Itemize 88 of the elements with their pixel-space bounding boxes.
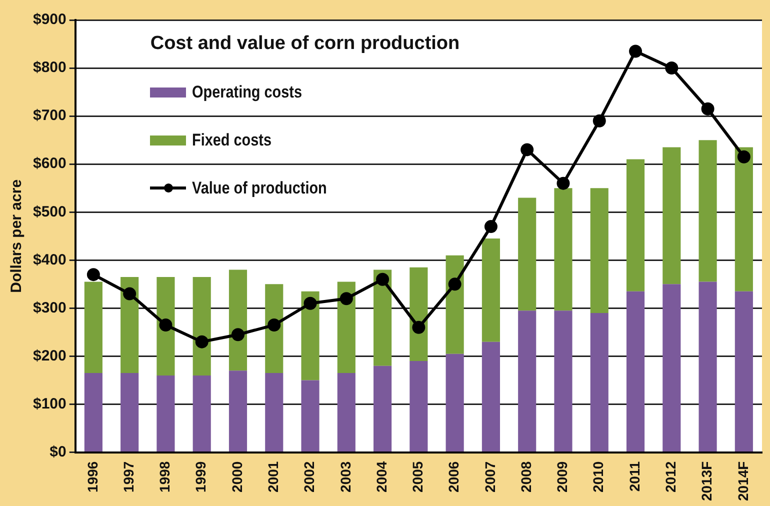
x-tick-label: 2013F [698,460,715,502]
bar [482,342,500,452]
point [484,220,498,234]
bar [156,276,175,376]
bar [228,370,248,452]
bar [374,366,392,452]
x-tick-label: 2007 [482,461,498,492]
x-tick-label: 2005 [410,461,426,492]
bar [337,373,356,452]
point [268,318,281,332]
x-tick-label: 2008 [518,461,534,492]
bar [120,276,139,374]
bar [590,188,608,314]
point [701,102,714,116]
y-tick-label: $700 [32,107,66,124]
bar [554,310,572,452]
bar [192,276,211,376]
point [520,143,534,156]
point [592,114,606,128]
bar [337,282,356,374]
point [159,318,172,332]
bar [301,291,320,380]
bar [120,373,139,452]
point [629,44,642,58]
x-tick-label: 2010 [590,461,606,492]
point [737,150,750,164]
point [195,335,208,348]
bar [265,373,284,452]
y-tick-label: $200 [32,347,66,364]
point [123,287,136,300]
point [376,272,390,286]
x-tick-label: 2014F [734,460,751,502]
bar [554,188,572,311]
point [86,268,100,282]
bar [698,282,717,452]
x-tick-label: 2001 [264,461,281,492]
legend-label: Operating costs [192,82,302,102]
x-tick-label: 2004 [373,461,390,492]
x-tick-label: 1998 [156,461,173,492]
bar [84,373,102,452]
legend-label: Value of production [192,178,328,198]
x-tick-label: 2009 [554,461,570,492]
point [231,328,244,342]
bar [626,159,645,292]
point [340,292,353,306]
x-tick-label: 2006 [446,461,462,492]
bar [590,313,608,452]
bar [518,198,536,311]
y-tick-label: $300 [32,299,66,316]
y-tick-label: $0 [50,443,66,460]
point [556,176,570,190]
x-tick-label: 2012 [662,461,679,492]
bar [192,375,211,452]
point [665,62,678,75]
x-tick-label: 2002 [301,461,318,492]
x-tick-label: 2011 [626,461,642,492]
bar [156,375,175,452]
x-tick-label: 1997 [120,461,136,492]
bar [734,291,753,452]
y-tick-label: $400 [32,251,66,268]
y-tick-label: $100 [32,395,66,412]
y-tick-label: $500 [32,203,66,220]
bar [662,147,681,284]
bar [734,147,753,292]
x-tick-label: 1996 [84,461,100,492]
y-tick-label: $800 [32,59,66,76]
point [412,320,426,334]
bar [482,238,500,342]
point [448,278,462,291]
bar [410,361,428,452]
x-tick-label: 2000 [228,461,245,492]
bar [698,140,717,282]
bar [662,284,681,452]
y-axis-title: Dollars per acre [8,179,26,293]
y-tick-label: $600 [32,155,66,172]
bar [265,284,284,374]
x-tick-label: 2003 [337,461,354,492]
y-tick-label: $900 [32,11,66,28]
text: Cost and value of corn production [150,33,460,56]
bar [518,310,536,452]
bar [228,270,248,371]
x-tick-label: 1999 [192,461,209,492]
bar [301,380,320,452]
bar [446,354,464,452]
legend-label: Fixed costs [192,130,272,150]
bar [626,291,645,452]
point [304,296,317,310]
bar [84,282,102,374]
